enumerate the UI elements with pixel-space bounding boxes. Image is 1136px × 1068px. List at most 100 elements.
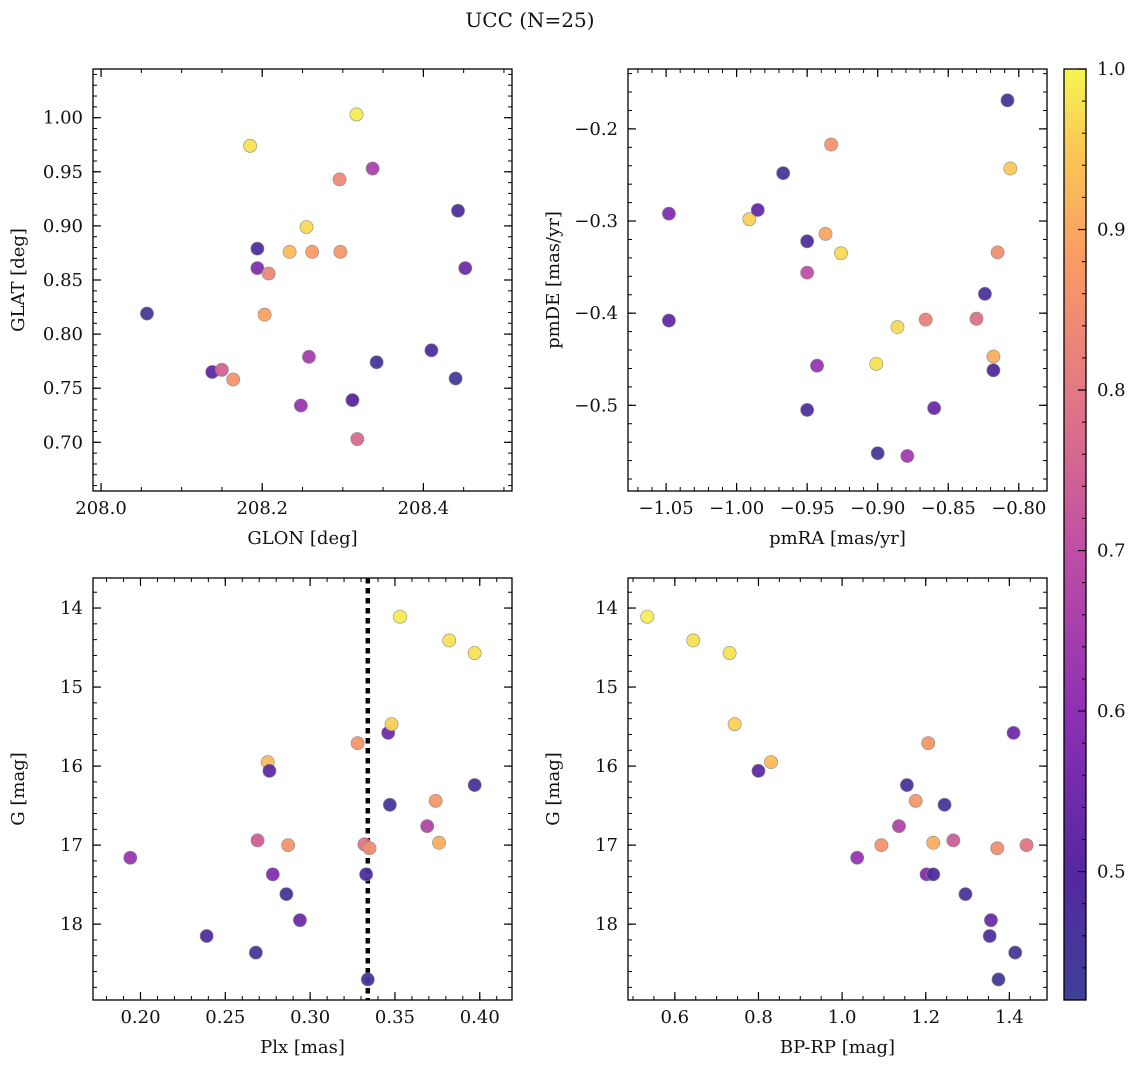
x-axis-label: pmRA [mas/yr] xyxy=(769,528,906,549)
data-point xyxy=(250,833,265,848)
data-point xyxy=(250,241,265,256)
data-point xyxy=(900,449,915,463)
axes-frame xyxy=(92,68,513,492)
axes-frame xyxy=(627,577,1048,1001)
data-points xyxy=(140,107,473,446)
data-point xyxy=(824,137,839,152)
x-tick-label: −0.85 xyxy=(921,498,976,519)
x-tick-label: 1.4 xyxy=(995,1007,1024,1028)
data-point xyxy=(250,261,265,275)
x-tick-label: −1.00 xyxy=(709,498,764,519)
data-points xyxy=(640,609,1034,987)
major-ticks xyxy=(628,69,1047,491)
data-point xyxy=(332,172,347,187)
colorbar-tick-label: 0.7 xyxy=(1097,541,1126,562)
data-point xyxy=(359,867,374,882)
data-point xyxy=(686,633,701,648)
data-point xyxy=(764,755,778,770)
data-point xyxy=(349,107,364,122)
data-point xyxy=(990,245,1005,260)
x-tick-label: 0.40 xyxy=(460,1007,500,1028)
data-point xyxy=(262,763,277,778)
data-point xyxy=(420,819,435,834)
x-tick-label: 208.0 xyxy=(75,498,127,519)
data-point xyxy=(442,633,457,648)
x-tick-label: −0.90 xyxy=(850,498,905,519)
y-tick-label: 0.90 xyxy=(43,216,83,237)
data-point xyxy=(918,312,933,327)
data-point xyxy=(428,793,443,808)
data-point xyxy=(926,867,941,882)
colorbar-tick-label: 0.5 xyxy=(1097,862,1126,883)
y-tick-label: −0.4 xyxy=(574,303,618,324)
data-point xyxy=(451,203,465,218)
data-point xyxy=(926,835,941,850)
data-point xyxy=(458,261,473,275)
colorbar-tick-label: 0.9 xyxy=(1097,220,1126,241)
x-tick-label: 1.0 xyxy=(828,1007,857,1028)
data-point xyxy=(243,138,258,153)
x-tick-label: 0.8 xyxy=(744,1007,773,1028)
data-point xyxy=(818,227,833,241)
data-point xyxy=(900,778,914,792)
data-point xyxy=(345,393,360,408)
panel-3: 0.20 0.25 0.30 0.35 0.40 14 15 16 17 18 Plx [mas] G… xyxy=(8,577,513,1058)
data-point xyxy=(365,161,380,176)
data-point xyxy=(986,349,1001,364)
data-point xyxy=(123,850,138,865)
y-tick-label: 0.75 xyxy=(43,378,83,399)
figure-title: UCC (N=25) xyxy=(465,8,594,32)
y-axis-label: GLAT [deg] xyxy=(8,228,29,332)
x-tick-label: 0.6 xyxy=(661,1007,690,1028)
data-point xyxy=(257,307,272,322)
colorbar-tick-label: 0.8 xyxy=(1097,380,1126,401)
data-point xyxy=(946,833,961,848)
data-point xyxy=(248,945,263,960)
data-point xyxy=(362,841,377,856)
data-point xyxy=(984,913,998,928)
x-tick-label: 0.30 xyxy=(290,1007,330,1028)
data-point xyxy=(1008,945,1023,960)
data-point xyxy=(140,306,154,321)
y-tick-label: −0.3 xyxy=(574,211,618,232)
x-tick-label: −0.80 xyxy=(991,498,1046,519)
data-point xyxy=(305,244,320,259)
data-point xyxy=(982,929,997,943)
y-tick-label: 18 xyxy=(60,914,83,935)
y-tick-label: 0.80 xyxy=(43,324,83,345)
data-point xyxy=(1003,161,1018,176)
x-tick-label: 208.4 xyxy=(398,498,450,519)
data-point xyxy=(467,778,482,792)
data-point xyxy=(978,286,992,301)
data-point xyxy=(874,838,889,853)
data-point xyxy=(1000,93,1015,108)
data-point xyxy=(226,372,241,387)
panel-1: 208.0 208.2 208.4 0.70 0.75 0.80 0.85 0.90 0.95 1… xyxy=(8,68,513,549)
data-point xyxy=(750,203,765,217)
data-point xyxy=(908,793,923,808)
data-points xyxy=(123,609,482,987)
y-tick-label: 14 xyxy=(60,598,83,619)
panel-2: −1.05 −1.00 −0.95 −0.90 −0.85 −0.80 −0.5 −0.4 −0… xyxy=(543,68,1048,549)
major-ticks xyxy=(93,578,512,1000)
data-point xyxy=(350,432,365,446)
y-axis-label: G [mag] xyxy=(8,752,29,825)
data-point xyxy=(892,819,906,834)
data-point xyxy=(299,220,314,234)
colorbar-tick-label: 0.6 xyxy=(1097,701,1126,722)
data-point xyxy=(870,446,885,461)
data-point xyxy=(742,212,757,227)
data-point xyxy=(927,401,942,415)
data-point xyxy=(662,206,676,221)
data-point xyxy=(800,403,815,417)
data-point xyxy=(199,929,214,943)
data-point xyxy=(800,234,815,249)
data-point xyxy=(640,609,655,624)
data-points xyxy=(662,93,1018,463)
major-ticks xyxy=(628,578,1047,1000)
data-point xyxy=(958,887,973,902)
data-point xyxy=(282,244,297,259)
data-point xyxy=(302,349,316,364)
x-tick-label: 0.20 xyxy=(120,1007,160,1028)
